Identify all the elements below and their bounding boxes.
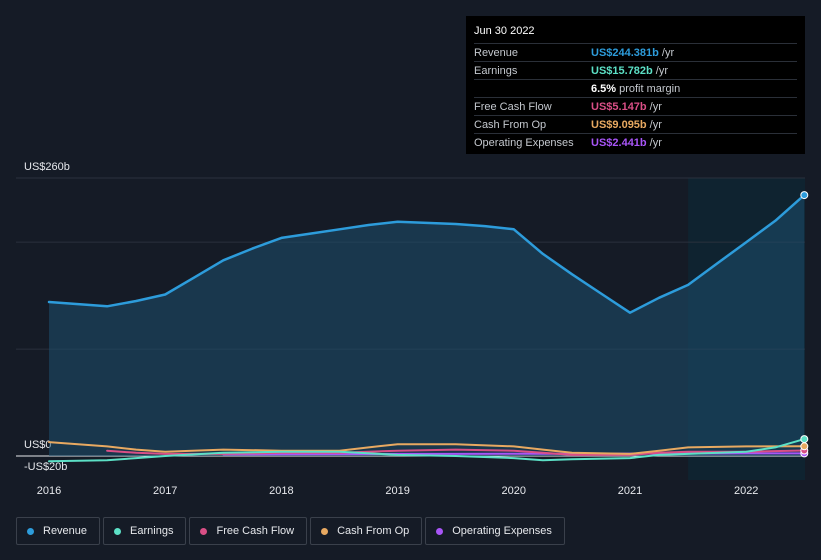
- series-endpoint-cash-from-op: [800, 442, 809, 451]
- tooltip-date: Jun 30 2022: [474, 25, 535, 37]
- legend-label: Earnings: [130, 525, 174, 537]
- legend-dot-icon: [436, 527, 444, 535]
- tooltip-row-unit: /yr: [649, 119, 662, 131]
- tooltip-row-label: Free Cash Flow: [474, 101, 552, 113]
- legend-item-free-cash-flow[interactable]: Free Cash Flow: [189, 517, 308, 545]
- legend-item-cash-from-op[interactable]: Cash From Op: [310, 517, 423, 545]
- x-tick-label: 2021: [618, 485, 642, 497]
- revenue-area: [49, 195, 805, 456]
- tooltip-row-label: Cash From Op: [474, 119, 547, 131]
- tooltip-row: Earnings US$15.782b/yr: [474, 61, 797, 79]
- tooltip-row: 6.5% profit margin: [474, 79, 797, 97]
- series-line-revenue: [47, 193, 806, 314]
- tooltip-rows: Revenue US$244.381b/yr Earnings US$15.782b /…: [474, 43, 797, 151]
- y-tick-label: -US$20b: [24, 461, 67, 473]
- legend-dot-icon: [27, 527, 34, 535]
- x-tick-label: 2020: [502, 485, 526, 497]
- tooltip-row: Operating Expenses US$2.441b/yr: [474, 133, 797, 151]
- legend-label: Cash From Op: [337, 525, 410, 537]
- legend-item-revenue[interactable]: Revenue: [16, 517, 101, 545]
- tooltip-row: Cash From Op US$9.095b/yr: [474, 115, 797, 133]
- y-tick-label: US$0: [24, 439, 52, 451]
- tooltip-row-value: US$5.147b: [591, 101, 647, 113]
- tooltip-row-unit: /yr: [661, 47, 675, 59]
- legend-item-operating-expenses[interactable]: Operating Expenses: [425, 517, 565, 545]
- legend-label: Revenue: [43, 525, 88, 537]
- tooltip-row-label: Operating Expenses: [474, 137, 574, 149]
- series-endpoint-revenue: [800, 191, 809, 200]
- tooltip-row-label: [474, 81, 591, 97]
- legend-dot-icon: [321, 527, 329, 535]
- tooltip-row-label: Revenue: [474, 47, 519, 59]
- tooltip-row-label: Earnings: [474, 65, 518, 77]
- legend-dot-icon: [200, 527, 208, 535]
- tooltip-row-value: US$9.095b: [591, 119, 647, 131]
- tooltip-panel: Jun 30 2022 Revenue US$244.381b/yr Earning…: [466, 16, 805, 154]
- tooltip-row-value: US$2.441b: [591, 137, 647, 149]
- tooltip-row-unit: /yr: [655, 65, 668, 77]
- x-tick-label: 2016: [37, 485, 61, 497]
- tooltip-row: Revenue US$244.381b/yr: [474, 43, 797, 61]
- tooltip-row: Free Cash Flow US$5.147b/yr: [474, 97, 797, 115]
- tooltip-row-value: US$15.782b: [591, 65, 653, 77]
- chart-legend: Revenue Earnings Free Cash Flow Cash From O…: [16, 517, 565, 545]
- legend-item-earnings[interactable]: Earnings: [103, 517, 187, 545]
- legend-dot-icon: [114, 527, 122, 535]
- x-tick-label: 2022: [734, 485, 758, 497]
- tooltip-row-value: 6.5%: [591, 83, 617, 95]
- tooltip-row-unit: /yr: [649, 137, 662, 149]
- y-tick-label: US$260b: [24, 161, 70, 173]
- x-tick-label: 2017: [153, 485, 177, 497]
- tooltip-row-unit: /yr: [649, 101, 662, 113]
- x-tick-label: 2018: [269, 485, 293, 497]
- series-line-cash-from-op: [48, 441, 806, 455]
- series-endpoint-earnings: [800, 435, 809, 444]
- tooltip-row-unit: profit margin: [619, 83, 681, 95]
- series-line-earnings: [48, 438, 806, 463]
- tooltip-row-value: US$244.381b: [591, 47, 659, 59]
- legend-label: Operating Expenses: [452, 525, 552, 537]
- x-tick-label: 2019: [385, 485, 409, 497]
- legend-label: Free Cash Flow: [216, 525, 295, 537]
